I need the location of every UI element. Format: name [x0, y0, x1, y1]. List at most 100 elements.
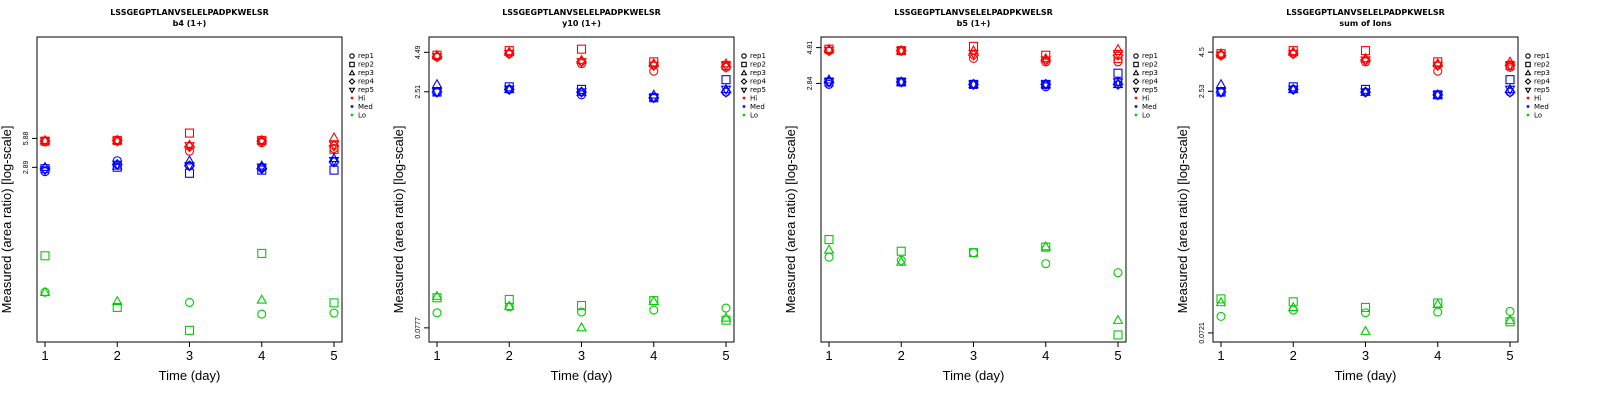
- data-point-lo-rep1: [1113, 268, 1123, 278]
- x-tick-label: 4: [1434, 348, 1441, 363]
- data-point-hi-rep2: [1041, 50, 1051, 60]
- legend-dot-hi: [1134, 96, 1138, 100]
- data-point-lo-rep1: [504, 302, 514, 312]
- data-point-med-rep5: [1287, 85, 1299, 96]
- legend-marker-rep4: [740, 78, 748, 85]
- data-point-hi-rep5: [968, 49, 979, 60]
- chart-title: LSSGEGPTLANVSELELPADPKWELSR: [1286, 8, 1445, 17]
- x-tick-label: 1: [1217, 348, 1224, 363]
- legend-dot-lo: [350, 113, 354, 117]
- y-tick-label: 0.0777: [415, 317, 422, 339]
- y-tick-label: 2.51: [415, 85, 422, 99]
- legend-marker-rep2: [1133, 61, 1139, 68]
- data-point-lo-rep3: [39, 286, 51, 296]
- chart-panel-4: LSSGEGPTLANVSELELPADPKWELSR sum of Ions 1 2…: [1175, 8, 1550, 383]
- data-point-hi-rep1: [649, 66, 659, 76]
- data-point-med-rep3: [895, 76, 907, 86]
- data-point-lo-rep1: [184, 297, 195, 308]
- data-point-lo-rep1: [1216, 311, 1226, 321]
- legend-label-rep4: rep4: [750, 78, 766, 86]
- x-tick-label: 2: [506, 348, 513, 363]
- data-point-hi-rep2: [576, 44, 587, 54]
- legend-label-rep1: rep1: [358, 52, 374, 60]
- data-point-med-rep3: [256, 160, 268, 170]
- legend-dot-hi: [1526, 96, 1530, 100]
- data-point-hi-rep1: [1433, 66, 1443, 76]
- y-tick-label: 4.5: [1199, 47, 1206, 57]
- data-point-hi-rep5: [503, 49, 515, 60]
- data-point-lo-rep2: [1216, 294, 1226, 304]
- data-point-lo-rep2: [184, 325, 195, 335]
- x-tick-label: 3: [1362, 348, 1369, 363]
- data-point-hi-rep5: [256, 137, 268, 147]
- data-point-med-rep3: [1040, 78, 1052, 89]
- chart-title: LSSGEGPTLANVSELELPADPKWELSR: [502, 8, 661, 17]
- data-point-lo-rep2: [40, 251, 50, 261]
- data-point-hi-rep3: [1112, 43, 1124, 53]
- legend-label-med: Med: [1534, 103, 1549, 111]
- data-point-med-rep5: [1504, 85, 1516, 96]
- data-point-lo-rep3: [1432, 298, 1444, 308]
- legend-label-lo: Lo: [1534, 112, 1542, 120]
- y-tick-label: 2.89: [23, 160, 30, 174]
- legend-marker-rep5: [740, 87, 748, 94]
- legend-label-rep3: rep3: [1142, 69, 1158, 77]
- data-point-hi-rep5: [1432, 61, 1444, 72]
- chart-title: LSSGEGPTLANVSELELPADPKWELSR: [110, 8, 269, 17]
- data-point-med-rep2: [1113, 68, 1123, 78]
- data-point-lo-rep2: [432, 293, 442, 303]
- data-point-med-rep5: [968, 80, 979, 91]
- data-point-med-rep5: [111, 160, 123, 171]
- chart-panel-1: LSSGEGPTLANVSELELPADPKWELSR b4 (1+) 1 2 3 4 5 T…: [0, 8, 374, 383]
- y-tick-label: 4.81: [807, 41, 814, 55]
- data-point-lo-rep2: [1113, 330, 1123, 340]
- x-axis-label: Time (day): [1335, 368, 1397, 383]
- data-point-med-rep3: [503, 83, 515, 94]
- data-point-lo-rep2: [329, 298, 339, 308]
- data-point-med-rep3: [431, 78, 443, 89]
- legend-marker-rep3: [740, 69, 748, 76]
- legend-marker-rep3: [1524, 69, 1532, 76]
- x-tick-label: 2: [1290, 348, 1297, 363]
- data-point-lo-rep1: [432, 308, 442, 318]
- plot-frame: [1212, 36, 1519, 343]
- legend-marker-rep4: [1132, 78, 1140, 85]
- chart-subtitle: b4 (1+): [173, 19, 207, 28]
- data-point-med-rep5: [823, 78, 835, 88]
- legend-dot-med: [1526, 105, 1530, 108]
- chart-panel-2: LSSGEGPTLANVSELELPADPKWELSR y10 (1+) 1 2 3 4 5…: [391, 8, 766, 383]
- chart-panel-3: LSSGEGPTLANVSELELPADPKWELSR b5 (1+) 1 2 3 4 5 T…: [783, 8, 1158, 383]
- y-tick-label: 2.53: [1199, 84, 1206, 98]
- legend-marker-rep5: [1132, 87, 1140, 94]
- y-tick-label: 4.49: [415, 45, 422, 59]
- x-tick-label: 1: [825, 348, 832, 363]
- y-tick-label: 2.84: [807, 76, 814, 90]
- x-tick-label: 1: [433, 348, 440, 363]
- x-tick-label: 3: [970, 348, 977, 363]
- legend-label-rep3: rep3: [358, 69, 374, 77]
- legend-label-med: Med: [1142, 103, 1157, 111]
- data-point-lo-rep3: [576, 321, 587, 332]
- data-point-med-rep3: [1360, 86, 1371, 96]
- legend-label-rep2: rep2: [358, 61, 374, 69]
- legend-marker-rep1: [1525, 53, 1531, 59]
- legend-label-rep4: rep4: [1142, 78, 1158, 86]
- legend-dot-hi: [742, 96, 746, 100]
- legend-marker-rep1: [349, 53, 355, 59]
- data-point-med-rep1: [112, 156, 122, 166]
- data-point-med-rep2: [721, 75, 731, 85]
- data-point-med-rep3: [1287, 83, 1299, 94]
- plot-frame: [428, 36, 735, 343]
- legend-dot-lo: [1526, 113, 1530, 117]
- data-point-lo-rep2: [504, 294, 514, 305]
- legend-label-rep1: rep1: [1534, 52, 1550, 60]
- data-point-hi-rep5: [576, 58, 587, 68]
- legend-label-hi: Hi: [1534, 95, 1541, 103]
- legend-marker-rep4: [1524, 78, 1532, 85]
- data-point-hi-rep5: [111, 137, 123, 147]
- data-point-hi-rep5: [1112, 49, 1124, 60]
- plot-frame: [820, 36, 1127, 343]
- data-point-lo-rep1: [257, 309, 267, 319]
- data-point-hi-rep5: [648, 61, 660, 72]
